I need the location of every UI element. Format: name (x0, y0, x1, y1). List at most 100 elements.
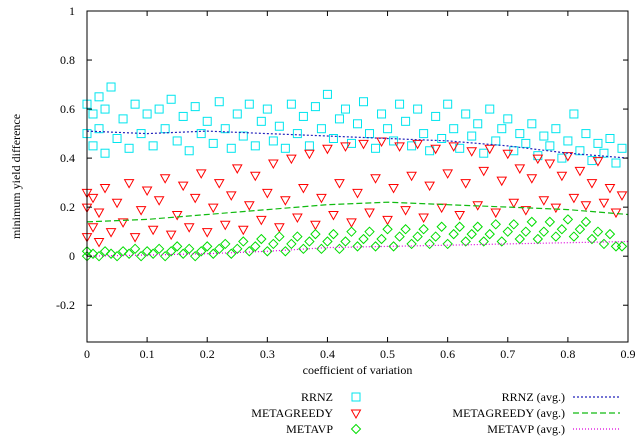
data-point (424, 238, 435, 250)
data-point (328, 133, 338, 143)
data-point (268, 238, 279, 250)
data-point (550, 203, 562, 214)
data-point (443, 99, 453, 109)
data-point (419, 129, 429, 139)
data-point (407, 141, 417, 151)
data-point (557, 153, 567, 163)
data-point (538, 226, 550, 237)
data-point (545, 141, 555, 151)
data-point (497, 124, 507, 134)
x-tick-label: 0.4 (320, 347, 335, 361)
data-point (593, 138, 603, 148)
data-point (586, 179, 598, 189)
data-point (153, 243, 165, 255)
data-point (225, 191, 237, 201)
data-point (574, 224, 586, 235)
data-point (377, 109, 387, 119)
data-point (328, 228, 339, 240)
x-tick-label: 0.3 (260, 347, 275, 361)
legend-marker-metagreedy (350, 409, 362, 420)
data-point (304, 141, 314, 151)
data-point (220, 238, 231, 250)
data-point (280, 143, 290, 153)
data-point (298, 111, 308, 121)
series-metagreedy-avg (86, 201, 629, 223)
data-point (496, 236, 507, 247)
data-point (310, 220, 321, 231)
data-point (292, 213, 303, 223)
data-point (478, 166, 490, 177)
legend-marker-metavp (350, 423, 362, 435)
legend-label-rrnz: RRNZ (301, 390, 333, 404)
data-point (515, 129, 525, 139)
data-point (214, 97, 224, 107)
data-point (502, 226, 513, 237)
data-point (466, 147, 478, 157)
data-point (280, 246, 291, 257)
data-point (346, 218, 357, 228)
data-point (587, 156, 597, 166)
data-point (87, 223, 99, 233)
series-rrnz (82, 82, 627, 168)
data-point (580, 201, 592, 211)
legend: RRNZ METAGREEDY METAVP RRNZ (avg.) METAGREED… (251, 390, 620, 436)
data-point (208, 138, 218, 148)
data-point (617, 143, 627, 153)
data-point (232, 109, 242, 119)
data-point (586, 233, 598, 245)
data-point (388, 241, 399, 252)
legend-label-metagreedy-avg: METAGREEDY (avg.) (452, 406, 565, 420)
data-point (171, 211, 183, 221)
data-point (340, 104, 350, 114)
data-point (370, 241, 381, 252)
data-point (467, 131, 477, 141)
data-point (550, 231, 562, 242)
y-tick-label: 0.8 (60, 53, 75, 67)
data-point (382, 215, 393, 226)
data-point (460, 236, 471, 247)
data-point (371, 143, 381, 153)
data-point (123, 179, 135, 189)
data-point (551, 124, 561, 134)
data-point (539, 131, 549, 141)
data-point (129, 243, 141, 255)
data-point (286, 99, 296, 109)
data-point (244, 99, 254, 109)
x-axis-label: coefficient of variation (303, 363, 413, 377)
data-point (437, 133, 447, 143)
data-point (424, 181, 435, 192)
data-point (611, 158, 621, 168)
data-point (141, 186, 153, 197)
data-point (473, 119, 483, 129)
data-point (87, 248, 99, 259)
data-point (575, 146, 585, 156)
series-metavp-avg (86, 240, 629, 257)
plot-area-frame (86, 10, 629, 343)
data-point (466, 228, 477, 240)
data-point (491, 136, 501, 146)
data-point (123, 248, 135, 259)
data-point (316, 193, 327, 204)
data-point (88, 141, 98, 151)
data-point (490, 219, 501, 230)
data-point (298, 184, 309, 194)
data-point (111, 198, 123, 209)
legend-label-metagreedy: METAGREEDY (251, 406, 333, 420)
data-point (406, 238, 417, 250)
series-metagreedy (81, 137, 628, 248)
average-line (86, 130, 629, 159)
average-line (86, 201, 629, 223)
data-point (238, 131, 248, 141)
data-point (124, 143, 134, 153)
data-point (93, 250, 105, 262)
data-point (442, 238, 453, 250)
data-point (183, 243, 195, 255)
data-point (413, 104, 423, 114)
data-point (322, 89, 332, 99)
data-point (598, 198, 610, 209)
data-point (274, 223, 285, 233)
data-point (346, 138, 356, 148)
data-point (238, 236, 249, 247)
data-point (310, 228, 321, 240)
data-point (213, 179, 225, 189)
